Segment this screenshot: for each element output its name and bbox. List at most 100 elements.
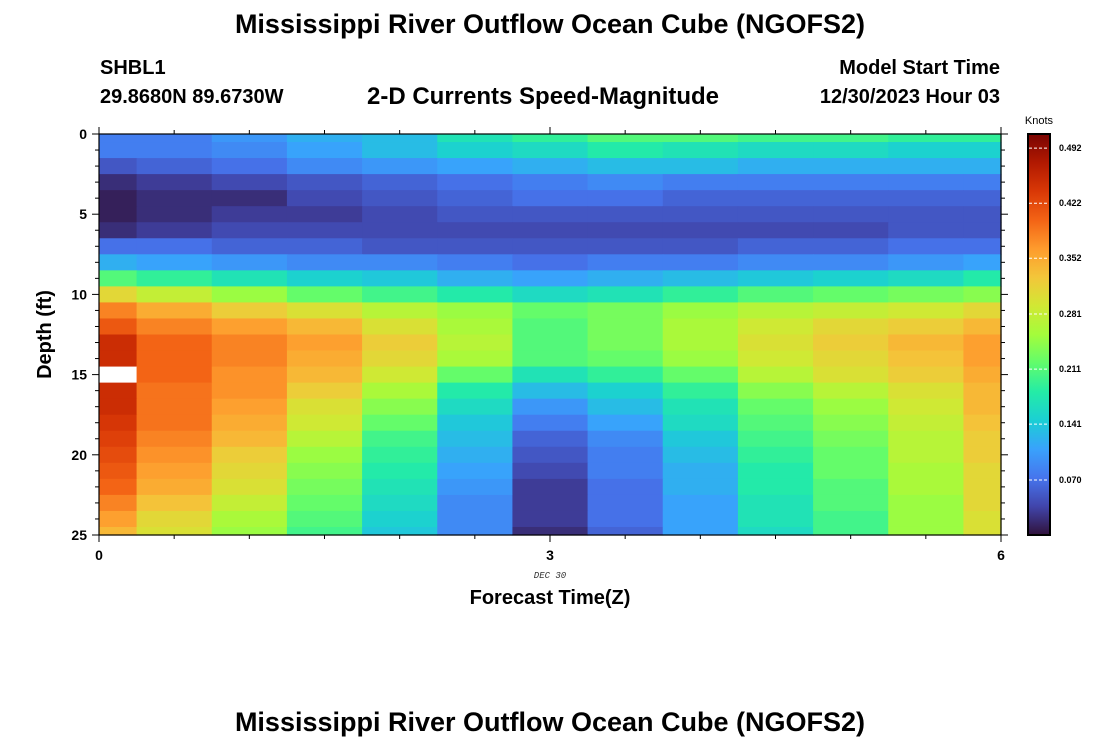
heatmap-cell [136, 350, 213, 368]
station-name: SHBL1 [100, 57, 166, 79]
heatmap-cell [99, 270, 138, 287]
heatmap-cell [136, 478, 213, 496]
heatmap-cell [963, 286, 1002, 304]
heatmap-cell [888, 190, 965, 207]
model-start-date: 12/30/2023 Hour 03 [819, 86, 1000, 108]
heatmap-cell [737, 174, 814, 191]
heatmap-cell [963, 494, 1002, 512]
heatmap-cell [737, 270, 814, 287]
heatmap-cell [963, 318, 1002, 336]
heatmap-cell [963, 174, 1002, 191]
heatmap-cell [587, 318, 664, 336]
heatmap-cell [888, 494, 965, 512]
heatmap-cell [963, 430, 1002, 448]
heatmap-cell [662, 510, 739, 528]
heatmap-cell [888, 510, 965, 528]
heatmap-cell [888, 478, 965, 496]
heatmap-cell [888, 206, 965, 223]
heatmap-cell [813, 174, 889, 191]
heatmap-cell [136, 270, 213, 287]
heatmap-cell [99, 254, 138, 271]
heatmap-cell [737, 494, 814, 512]
heatmap-cell [737, 366, 814, 384]
heatmap-cell [136, 238, 213, 255]
heatmap-cell [286, 334, 363, 352]
heatmap-cell [437, 334, 514, 352]
heatmap-cell [512, 134, 589, 143]
heatmap-cell [587, 350, 664, 368]
heatmap-cell [512, 206, 589, 223]
heatmap-cell [888, 134, 965, 143]
heatmap-cell [362, 526, 438, 536]
heatmap-cell [813, 446, 889, 464]
heatmap-cell [362, 430, 438, 448]
heatmap-cell [512, 190, 589, 207]
heatmap-cell [587, 414, 664, 432]
heatmap-cell [437, 366, 514, 384]
heatmap-cell [662, 222, 739, 239]
heatmap-cell [512, 526, 589, 536]
heatmap-cell [662, 478, 739, 496]
heatmap-cell [662, 430, 739, 448]
heatmap-cell [136, 134, 213, 143]
heatmap-cell [362, 350, 438, 368]
heatmap-cell [888, 302, 965, 320]
heatmap-cell [286, 190, 363, 207]
heatmap-cell [737, 478, 814, 496]
heatmap-cell [437, 382, 514, 400]
heatmap-cell [99, 414, 138, 432]
heatmap-cell [888, 382, 965, 400]
heatmap-cell [587, 222, 664, 239]
colorbar-tick-label: 0.070 [1059, 475, 1082, 485]
heatmap-cell [587, 334, 664, 352]
heatmap-cell [813, 270, 889, 287]
heatmap-cell [362, 254, 438, 271]
heatmap-cell [136, 494, 213, 512]
heatmap-cell [662, 270, 739, 287]
heatmap-cell [99, 142, 138, 159]
heatmap-cell [136, 158, 213, 175]
heatmap-cell [963, 526, 1002, 536]
heatmap-cell [99, 302, 138, 320]
heatmap-cell [136, 254, 213, 271]
heatmap-cell [813, 286, 889, 304]
heatmap-cell [211, 134, 288, 143]
heatmap-cell [587, 430, 664, 448]
heatmap-cell [888, 270, 965, 287]
heatmap-cell [963, 206, 1002, 223]
heatmap-cell [286, 494, 363, 512]
heatmap-cell [437, 158, 514, 175]
heatmap-cell [512, 222, 589, 239]
heatmap-cell [437, 190, 514, 207]
heatmap-cell [286, 446, 363, 464]
heatmap-cell [99, 318, 138, 336]
heatmap-cell [437, 462, 514, 480]
heatmap-cell [211, 174, 288, 191]
y-tick-label: 0 [79, 126, 87, 142]
heatmap-cell [136, 302, 213, 320]
heatmap-cell [963, 190, 1002, 207]
heatmap-cell [512, 430, 589, 448]
heatmap-cell [662, 366, 739, 384]
colorbar-tick-label: 0.492 [1059, 143, 1082, 153]
heatmap-cell [888, 254, 965, 271]
x-tick-label: 0 [95, 547, 103, 563]
heatmap-cell [662, 142, 739, 159]
heatmap-cell [888, 318, 965, 336]
heatmap-cell [99, 446, 138, 464]
heatmap-cell [662, 462, 739, 480]
heatmap-cell [813, 190, 889, 207]
heatmap-cell [888, 526, 965, 536]
heatmap-cell [587, 158, 664, 175]
heatmap-cell [211, 478, 288, 496]
heatmap-cell [888, 398, 965, 416]
heatmap-cell [99, 190, 138, 207]
heatmap-cell [662, 526, 739, 536]
heatmap-cell [963, 302, 1002, 320]
heatmap-cell [362, 190, 438, 207]
heatmap-cell [211, 414, 288, 432]
heatmap-cell [211, 446, 288, 464]
heatmap-cell [512, 494, 589, 512]
heatmap-cell [362, 398, 438, 416]
heatmap-cell [286, 462, 363, 480]
